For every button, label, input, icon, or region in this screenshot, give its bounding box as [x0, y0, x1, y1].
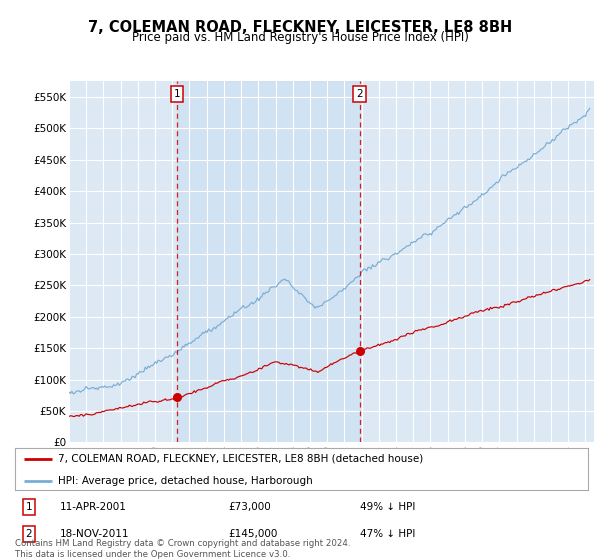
Text: Price paid vs. HM Land Registry's House Price Index (HPI): Price paid vs. HM Land Registry's House … [131, 31, 469, 44]
Text: £145,000: £145,000 [228, 529, 277, 539]
Text: HPI: Average price, detached house, Harborough: HPI: Average price, detached house, Harb… [58, 476, 313, 486]
Text: 2: 2 [356, 89, 363, 99]
Text: 1: 1 [174, 89, 181, 99]
Bar [177, 81, 359, 442]
Text: 2: 2 [25, 529, 32, 539]
Text: 7, COLEMAN ROAD, FLECKNEY, LEICESTER, LE8 8BH: 7, COLEMAN ROAD, FLECKNEY, LEICESTER, LE… [88, 20, 512, 35]
Text: 18-NOV-2011: 18-NOV-2011 [60, 529, 130, 539]
Text: £73,000: £73,000 [228, 502, 271, 512]
Text: 1: 1 [25, 502, 32, 512]
Text: 11-APR-2001: 11-APR-2001 [60, 502, 127, 512]
Text: 49% ↓ HPI: 49% ↓ HPI [360, 502, 415, 512]
Text: 7, COLEMAN ROAD, FLECKNEY, LEICESTER, LE8 8BH (detached house): 7, COLEMAN ROAD, FLECKNEY, LEICESTER, LE… [58, 454, 423, 464]
Text: 47% ↓ HPI: 47% ↓ HPI [360, 529, 415, 539]
Text: Contains HM Land Registry data © Crown copyright and database right 2024.
This d: Contains HM Land Registry data © Crown c… [15, 539, 350, 559]
